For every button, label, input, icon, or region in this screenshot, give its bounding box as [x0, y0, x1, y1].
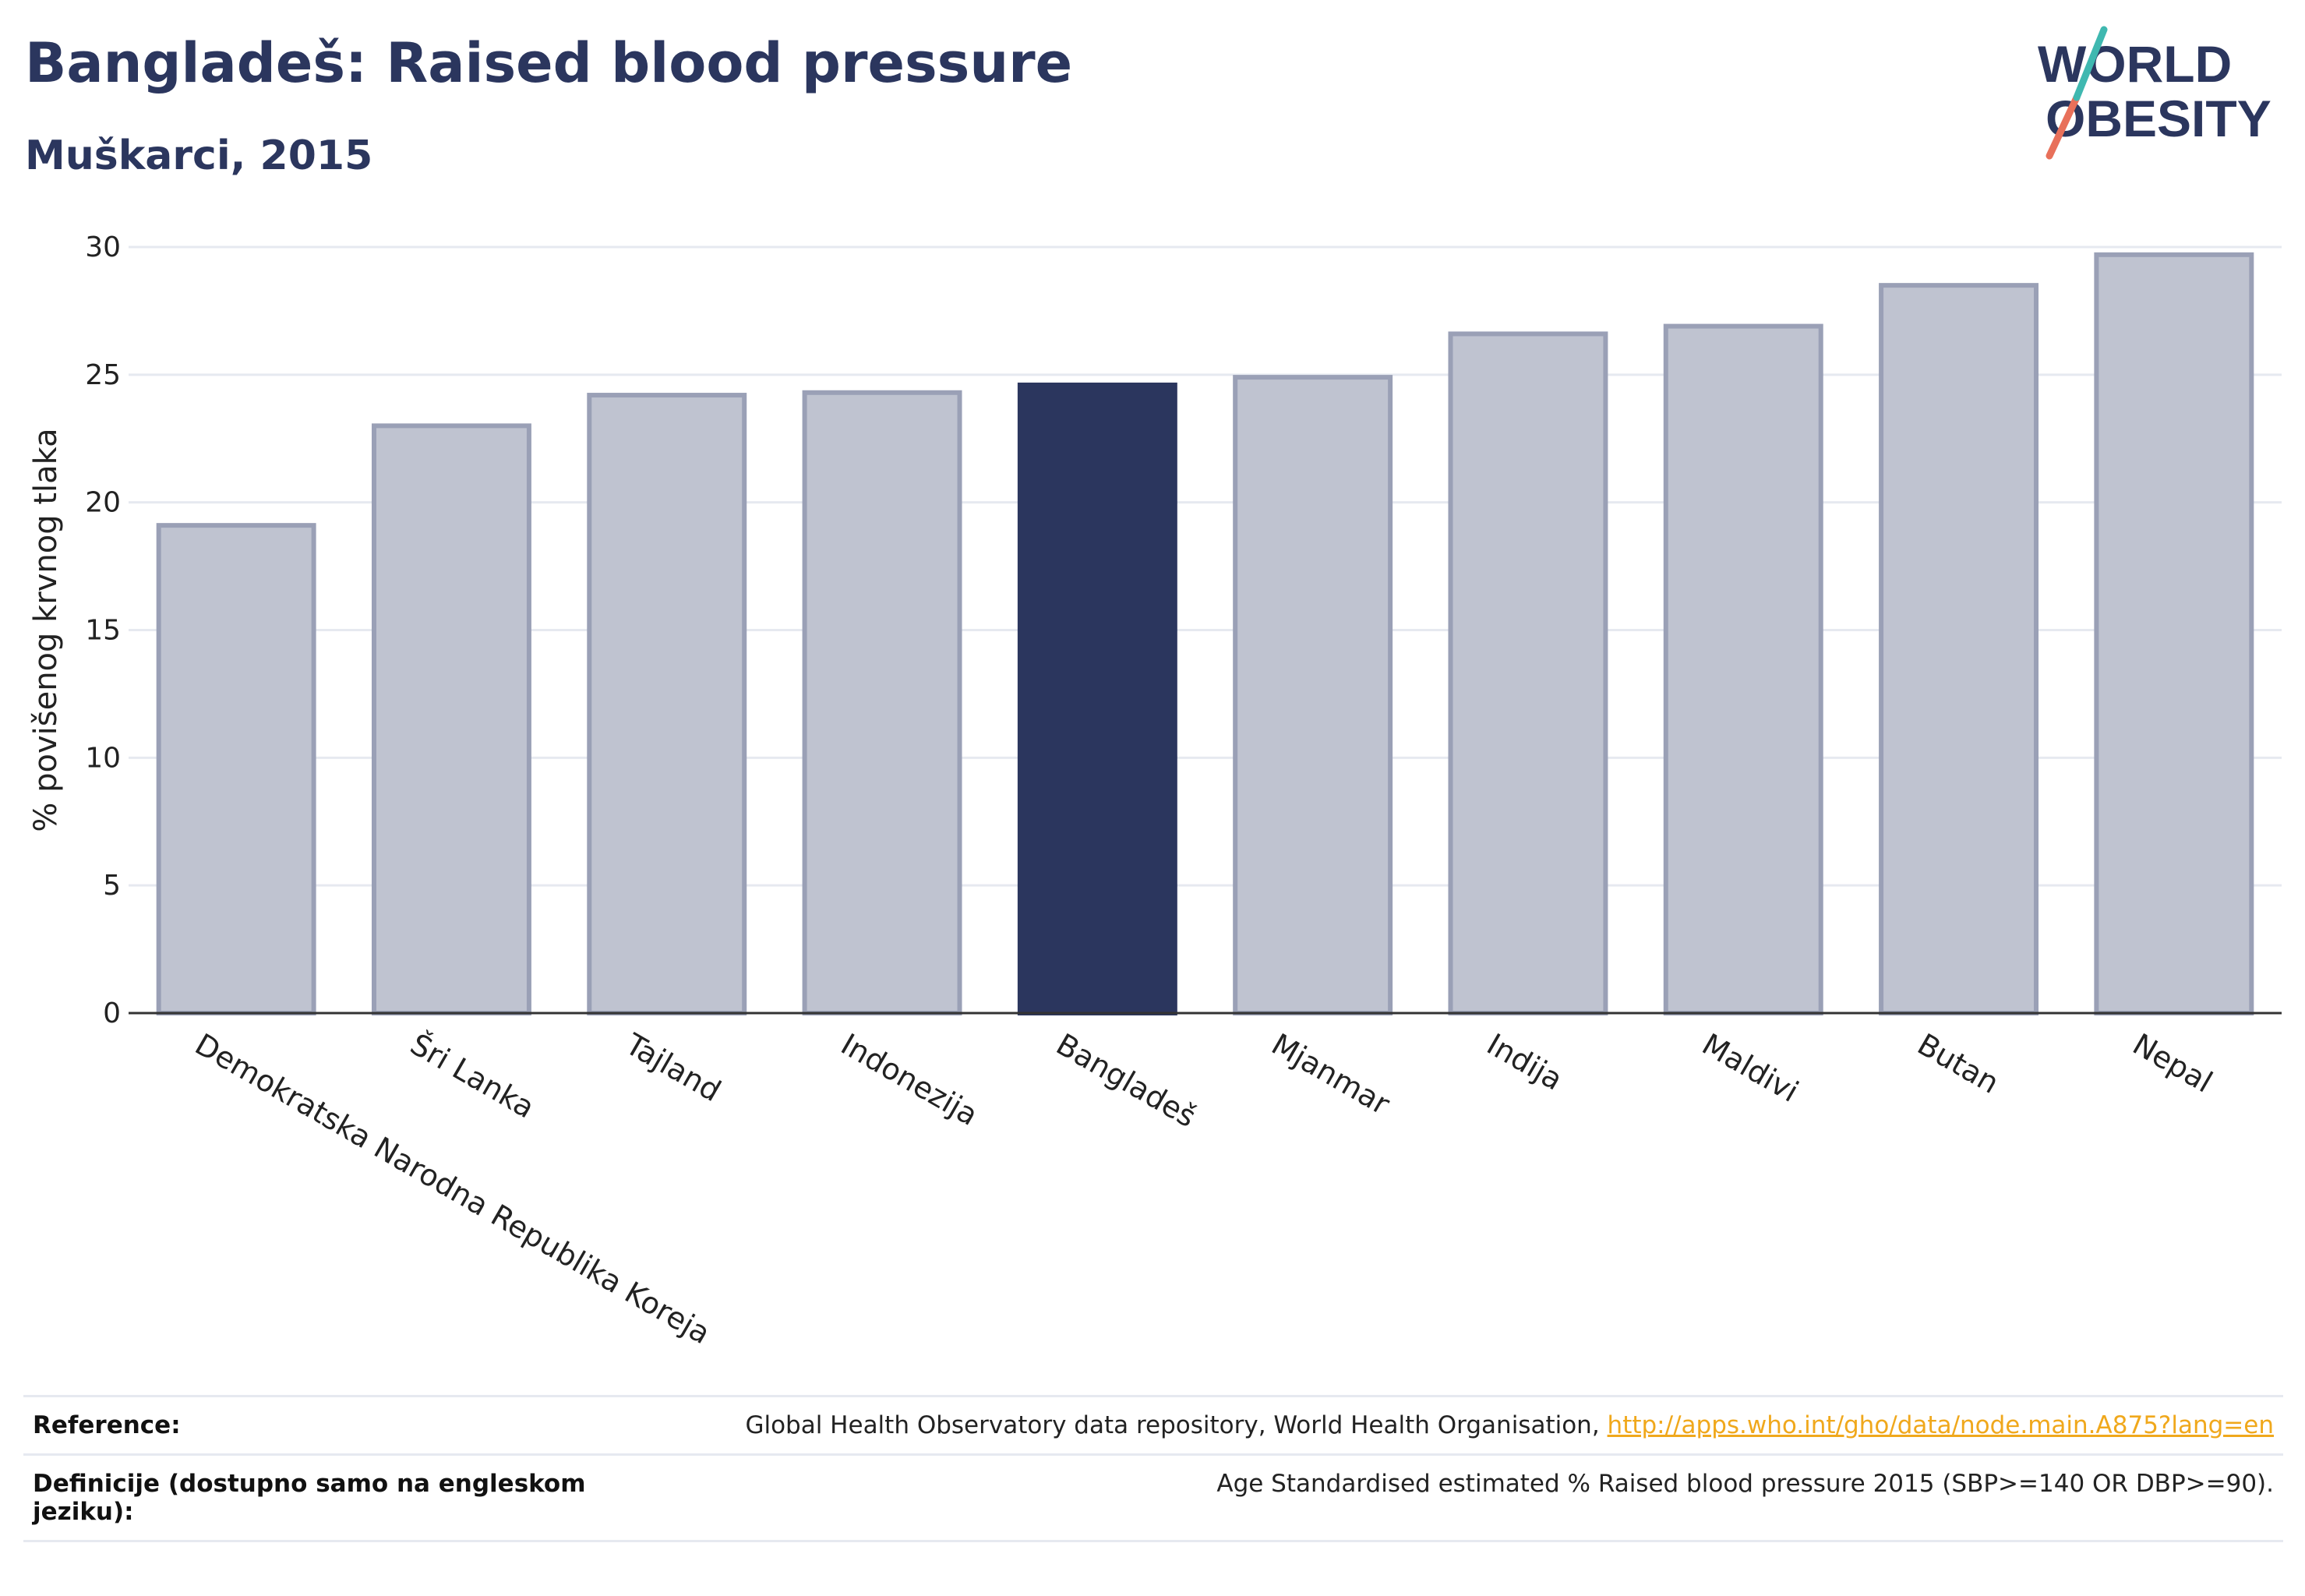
bar[interactable]: [371, 423, 531, 1015]
x-tick-label: Bangladeš: [1050, 1027, 1202, 1134]
bar[interactable]: [587, 393, 747, 1015]
y-tick-label: 25: [85, 359, 121, 391]
definition-row: Definicije (dostupno samo na engleskom j…: [23, 1453, 2283, 1542]
bar[interactable]: [156, 523, 316, 1015]
bar[interactable]: [1017, 382, 1177, 1015]
y-tick-label: 20: [85, 487, 121, 519]
x-tick-label: Šri Lanka: [404, 1027, 540, 1125]
bar[interactable]: [2094, 252, 2254, 1015]
reference-text: Global Health Observatory data repositor…: [745, 1411, 1608, 1439]
x-tick-label: Butan: [1911, 1027, 2004, 1100]
y-tick-label: 30: [85, 231, 121, 263]
definition-label: Definicije (dostupno samo na engleskom j…: [33, 1470, 586, 1526]
x-tick-label: Tajland: [619, 1026, 727, 1108]
world-obesity-logo: WORLD OBESITY: [2038, 26, 2271, 160]
bar[interactable]: [1663, 323, 1823, 1015]
bar[interactable]: [1448, 331, 1608, 1015]
bar[interactable]: [1233, 375, 1393, 1015]
svg-text:OBESITY: OBESITY: [2046, 90, 2271, 147]
footer-table: Reference: Global Health Observatory dat…: [23, 1395, 2283, 1542]
reference-link[interactable]: http://apps.who.int/gho/data/node.main.A…: [1607, 1411, 2274, 1439]
y-tick-label: 15: [85, 615, 121, 647]
y-axis-title: % povišenog krvnog tlaka: [28, 428, 64, 832]
bar[interactable]: [1879, 283, 2039, 1015]
chart-title: Bangladeš: Raised blood pressure: [25, 31, 1073, 95]
x-tick-label: Indonezija: [835, 1027, 983, 1132]
x-tick-label: Maldivi: [1696, 1027, 1804, 1109]
y-tick-label: 0: [103, 998, 121, 1029]
y-tick-label: 5: [103, 870, 121, 902]
svg-text:WORLD: WORLD: [2038, 35, 2232, 93]
definition-value: Age Standardised estimated % Raised bloo…: [1216, 1470, 2274, 1498]
x-tick-label: Indija: [1481, 1027, 1569, 1097]
y-tick-label: 10: [85, 742, 121, 774]
reference-value: Global Health Observatory data repositor…: [745, 1411, 2274, 1439]
x-tick-label: Mjanmar: [1265, 1027, 1396, 1122]
bar[interactable]: [802, 390, 962, 1015]
reference-row: Reference: Global Health Observatory dat…: [23, 1395, 2283, 1453]
chart-subtitle: Muškarci, 2015: [25, 132, 373, 179]
x-tick-label: Nepal: [2127, 1027, 2219, 1100]
reference-label: Reference:: [33, 1411, 181, 1439]
